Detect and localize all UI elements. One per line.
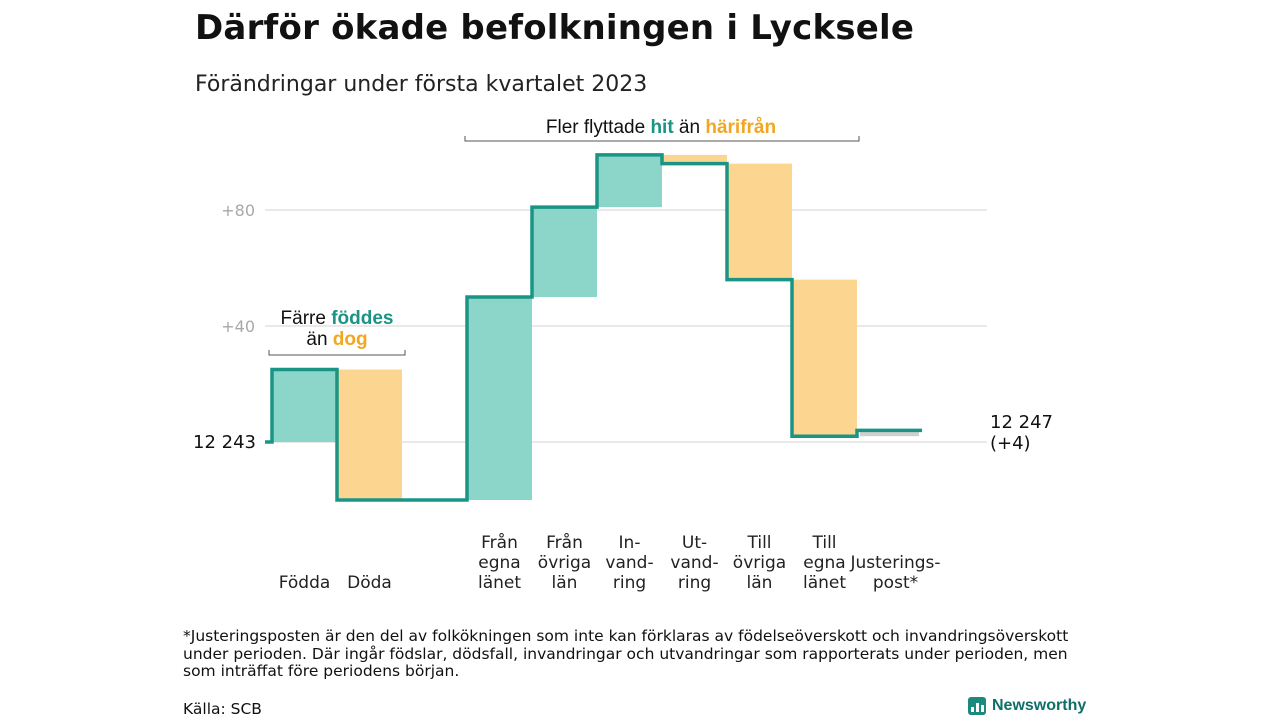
bar-layer xyxy=(272,154,919,500)
y-tick-label: +40 xyxy=(221,317,255,336)
end-change-label: (+4) xyxy=(990,433,1031,454)
waterfall-bar xyxy=(532,207,597,297)
category-label: ring xyxy=(613,573,646,593)
waterfall-bar xyxy=(467,297,532,500)
category-label: vand- xyxy=(670,553,718,573)
category-label: Justerings- xyxy=(849,553,940,573)
births-annotation: än dog xyxy=(306,329,367,350)
category-label: ring xyxy=(678,573,711,593)
waterfall-bar xyxy=(860,430,919,437)
waterfall-bar xyxy=(597,154,662,208)
migration-bracket xyxy=(464,136,860,142)
category-label: post* xyxy=(873,573,918,593)
category-label: övriga xyxy=(733,553,786,573)
category-label: Till xyxy=(746,533,771,553)
waterfall-bar xyxy=(337,369,402,500)
waterfall-bar xyxy=(272,369,337,442)
page-title: Därför ökade befolkningen i Lycksele xyxy=(195,8,915,48)
bar-chart-icon xyxy=(968,697,986,715)
category-label: egna xyxy=(803,553,845,573)
category-label: Från xyxy=(546,532,583,553)
waterfall-bar xyxy=(792,279,857,437)
brand-logo[interactable]: Newsworthy xyxy=(968,697,1086,715)
end-value-label: 12 247 xyxy=(990,412,1053,433)
category-label: Ut- xyxy=(682,533,707,553)
cumulative-step-line xyxy=(265,153,922,502)
category-label: Födda xyxy=(279,573,331,593)
category-label: länet xyxy=(803,573,846,593)
source-label: Källa: SCB xyxy=(183,700,262,718)
category-label: Till xyxy=(811,533,836,553)
category-label: Döda xyxy=(347,573,392,593)
category-label: län xyxy=(747,573,773,593)
births-bracket xyxy=(268,350,406,356)
category-label: egna xyxy=(478,553,520,573)
waterfall-bar xyxy=(662,154,727,164)
category-label: övriga xyxy=(538,553,591,573)
category-label: Från xyxy=(481,532,518,553)
category-label: vand- xyxy=(605,553,653,573)
brand-name: Newsworthy xyxy=(992,697,1087,714)
category-label: länet xyxy=(478,573,521,593)
start-value-label: 12 243 xyxy=(193,432,256,453)
migration-annotation: Fler flyttade hit än härifrån xyxy=(546,117,776,138)
category-label: In- xyxy=(619,533,641,553)
footnote: *Justeringsposten är den del av folkökni… xyxy=(183,627,1069,680)
y-tick-label: +80 xyxy=(221,201,255,220)
line-layer xyxy=(265,153,922,502)
category-label: län xyxy=(552,573,578,593)
births-annotation: Färre föddes xyxy=(281,308,394,329)
waterfall-bar xyxy=(727,163,792,280)
chart-subtitle: Förändringar under första kvartalet 2023 xyxy=(195,72,648,97)
